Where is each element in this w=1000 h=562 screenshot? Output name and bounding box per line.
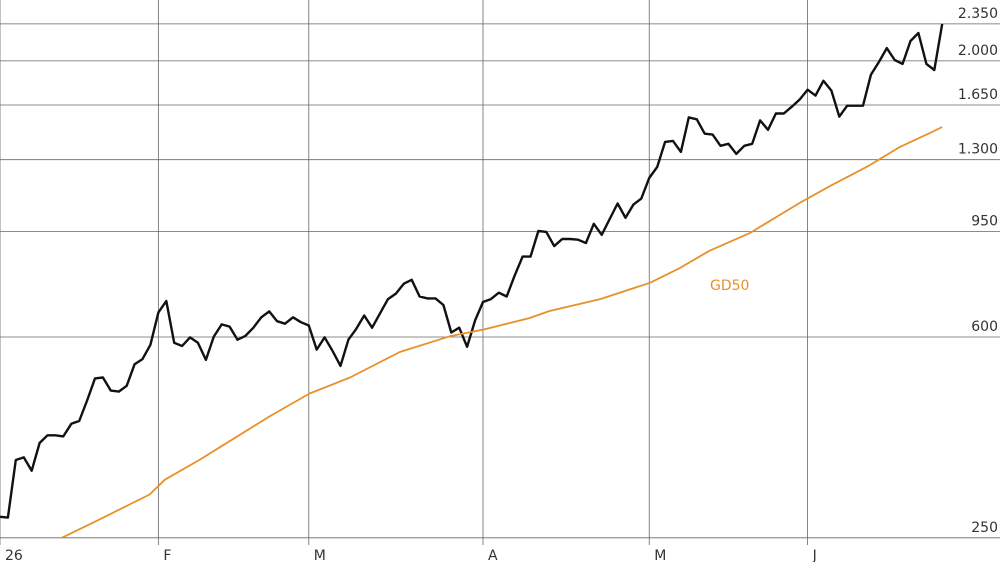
y-tick-label: 1.650 <box>958 87 998 103</box>
series-label: GD50 <box>710 278 749 294</box>
y-tick-label: 1.300 <box>958 142 998 158</box>
x-tick-label: F <box>163 548 171 562</box>
x-tick-label: M <box>314 548 326 562</box>
y-tick-label: 250 <box>971 520 998 536</box>
x-tick-label: 26 <box>5 548 23 562</box>
line-series <box>61 126 943 539</box>
y-tick-label: 2.350 <box>958 6 998 22</box>
y-tick-label: 600 <box>971 319 998 335</box>
y-tick-label: 950 <box>971 214 998 230</box>
x-tick-label: A <box>488 548 498 562</box>
x-tick-label: J <box>812 548 817 562</box>
line-series <box>0 23 944 519</box>
y-tick-label: 2.000 <box>958 43 998 59</box>
x-tick-label: M <box>654 548 666 562</box>
